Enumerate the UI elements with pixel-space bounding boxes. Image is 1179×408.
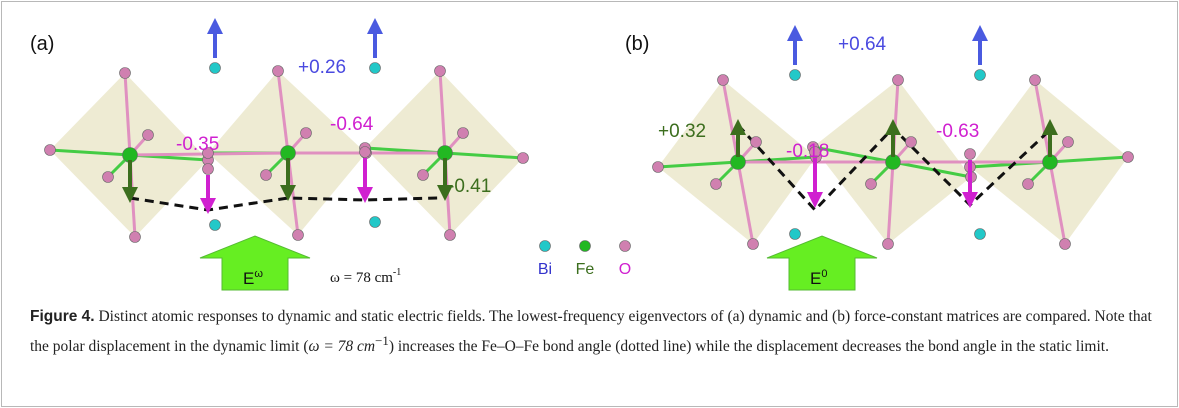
panel-label: (b) bbox=[625, 33, 649, 55]
charge-annotation: -0.41 bbox=[448, 176, 491, 197]
legend-swatch bbox=[620, 241, 631, 252]
oxygen-atom bbox=[293, 230, 304, 241]
oxygen-atom bbox=[203, 164, 214, 175]
oxygen-atom bbox=[965, 149, 976, 160]
oxygen-atom bbox=[301, 128, 312, 139]
field-superscript: ω bbox=[254, 268, 263, 280]
oxygen-atom bbox=[261, 170, 272, 181]
oxygen-atom bbox=[883, 239, 894, 250]
charge-annotation: -0.63 bbox=[936, 121, 979, 142]
oxygen-atom bbox=[653, 162, 664, 173]
field-arrow bbox=[767, 236, 877, 290]
oxygen-atom bbox=[518, 153, 529, 164]
oxygen-atom bbox=[751, 137, 762, 148]
field-symbol: E bbox=[810, 269, 821, 288]
frequency-superscript: -1 bbox=[393, 267, 401, 278]
bismuth-atom bbox=[790, 229, 801, 240]
legend-label: Bi bbox=[538, 261, 552, 278]
oxygen-atom bbox=[718, 75, 729, 86]
bismuth-atom bbox=[370, 63, 381, 74]
oxygen-atom bbox=[1060, 239, 1071, 250]
frequency-label: ω = 78 cm-1 bbox=[330, 267, 401, 286]
field-symbol: E bbox=[243, 269, 254, 288]
charge-annotation: +0.32 bbox=[658, 121, 706, 142]
oxygen-atom bbox=[906, 137, 917, 148]
oxygen-atom bbox=[360, 147, 371, 158]
bismuth-atom bbox=[370, 217, 381, 228]
frequency-text: ω = 78 cm bbox=[330, 270, 393, 286]
bismuth-atom bbox=[975, 70, 986, 81]
oxygen-atom bbox=[893, 75, 904, 86]
oxygen-atom bbox=[458, 128, 469, 139]
bismuth-atom bbox=[975, 229, 986, 240]
oxygen-atom bbox=[1030, 75, 1041, 86]
oxygen-atom bbox=[445, 230, 456, 241]
bismuth-atom bbox=[210, 63, 221, 74]
oxygen-atom bbox=[435, 66, 446, 77]
oxygen-atom bbox=[866, 179, 877, 190]
charge-annotation: +0.64 bbox=[838, 34, 887, 55]
oxygen-atom bbox=[130, 232, 141, 243]
oxygen-atom bbox=[273, 66, 284, 77]
caption: Figure 4. Distinct atomic responses to d… bbox=[30, 305, 1155, 359]
oxygen-atom bbox=[418, 170, 429, 181]
caption-text: ) increases the Fe–O–Fe bond angle (dott… bbox=[389, 338, 1109, 355]
field-superscript: 0 bbox=[821, 268, 827, 280]
oxygen-atom bbox=[748, 239, 759, 250]
charge-annotation: -0.18 bbox=[786, 141, 829, 162]
charge-annotation: -0.35 bbox=[176, 134, 219, 155]
oxygen-atom bbox=[711, 179, 722, 190]
panel-label: (a) bbox=[30, 33, 54, 55]
oxygen-atom bbox=[1063, 137, 1074, 148]
legend-label: Fe bbox=[576, 261, 595, 278]
charge-annotation: -0.64 bbox=[330, 114, 374, 135]
bismuth-atom bbox=[790, 70, 801, 81]
oxygen-atom bbox=[45, 145, 56, 156]
caption-math: ω = 78 cm bbox=[309, 338, 376, 355]
bismuth-atom bbox=[210, 220, 221, 231]
oxygen-atom bbox=[1123, 152, 1134, 163]
caption-math-sup: −1 bbox=[375, 333, 389, 348]
caption-label: Figure 4. bbox=[30, 308, 95, 325]
oxygen-atom bbox=[120, 68, 131, 79]
oxygen-atom bbox=[1023, 179, 1034, 190]
legend-swatch bbox=[580, 241, 591, 252]
figure: (a) +0.26 -0.35 -0.64 -0.41 Eω ω = 78 cm-1 (b) +… bbox=[0, 0, 1179, 300]
charge-annotation: +0.26 bbox=[298, 57, 346, 78]
oxygen-atom bbox=[103, 172, 114, 183]
legend-swatch bbox=[540, 241, 551, 252]
oxygen-atom bbox=[143, 130, 154, 141]
field-arrow bbox=[200, 236, 310, 290]
legend-label: O bbox=[619, 261, 631, 278]
